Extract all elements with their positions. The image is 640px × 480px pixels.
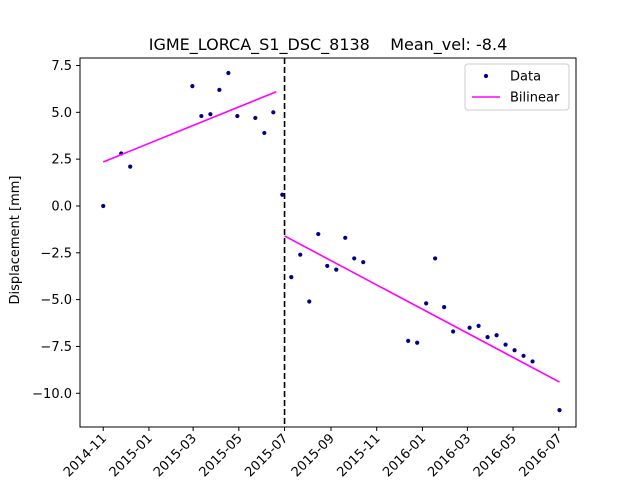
data-point [334,267,339,272]
data-point [325,263,330,269]
data-point [530,359,535,364]
data-point [253,115,258,121]
y-tick-label: −2.5 [40,246,72,261]
data-point [208,112,213,117]
y-tick-label: −5.0 [40,293,72,308]
bilinear-fit-segment [102,90,277,163]
y-tick-label: 7.5 [51,59,72,74]
data-point [433,256,438,261]
data-point [262,130,267,136]
data-point [217,87,222,92]
y-tick-label: −10.0 [32,387,72,402]
data-point [494,333,499,338]
y-tick-label: 2.5 [51,153,72,168]
data-point [352,256,357,261]
data-point [503,342,508,347]
bilinear-fit-segment [284,235,560,383]
data-point [361,260,366,265]
plot-frame [79,57,577,428]
y-axis-label: Displacement [mm] [8,176,23,305]
legend: Data Bilinear [464,63,570,111]
data-point [101,203,106,209]
data-point [343,235,348,240]
data-point [512,348,517,353]
data-point [467,325,472,330]
legend-bilinear-label: Bilinear [510,91,560,106]
data-point [128,164,133,169]
data-point [424,301,429,306]
data-point [307,299,312,304]
legend-data-marker [483,73,489,79]
data-point [521,353,526,358]
data-point [415,340,420,345]
data-point [190,83,195,89]
chart-title: IGME_LORCA_S1_DSC_8138 Mean_vel: -8.4 [149,35,508,55]
y-tick-label: 0.0 [51,199,72,214]
data-point [226,70,231,76]
legend-box [464,63,570,111]
data-point [557,408,562,413]
data-point [451,329,456,334]
data-point [235,113,240,119]
y-tick-label: 5.0 [51,106,72,121]
data-point [485,334,490,340]
y-tick-label: −7.5 [40,340,72,355]
legend-data-label: Data [510,70,541,85]
data-point [280,192,285,197]
data-point [476,323,481,328]
data-point [199,113,204,119]
data-point [289,275,294,280]
data-point [406,338,411,343]
data-point [271,110,276,115]
data-point [442,305,447,310]
data-point [298,252,303,257]
data-point [316,231,321,237]
